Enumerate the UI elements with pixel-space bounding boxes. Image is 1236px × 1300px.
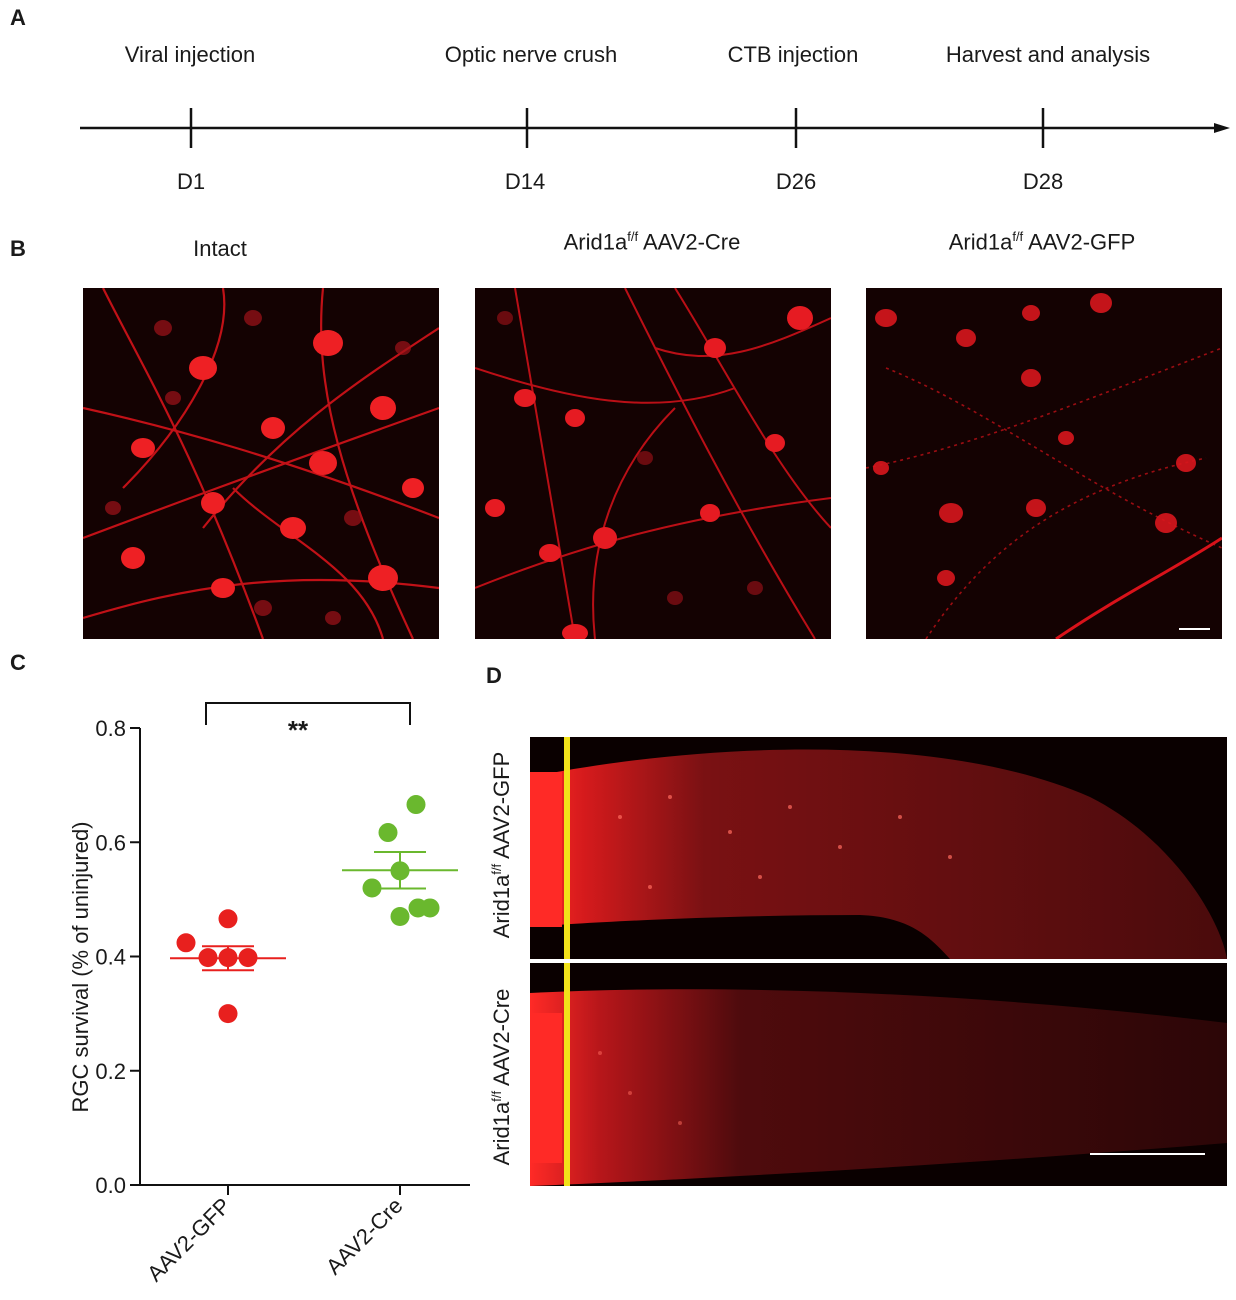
title-gene: Arid1a bbox=[563, 229, 628, 255]
micrograph-intact bbox=[83, 288, 439, 639]
panel-label-c: C bbox=[10, 650, 26, 675]
micrograph-gfp bbox=[866, 288, 1222, 639]
data-point bbox=[176, 933, 196, 953]
timeline-axis bbox=[80, 108, 1230, 148]
optic-nerve-cre bbox=[530, 963, 1227, 1186]
title-genotype: f/f bbox=[1012, 229, 1024, 244]
event-ctb-injection: CTB injection bbox=[727, 42, 859, 67]
y-tick-label: 0.8 bbox=[95, 716, 126, 741]
y-tick-label: 0.0 bbox=[95, 1173, 126, 1198]
image-title-cre: Arid1af/f AAV2-Cre bbox=[564, 229, 741, 255]
image-title-intact: Intact bbox=[193, 236, 247, 261]
title-genotype: f/f bbox=[627, 229, 639, 244]
event-viral-injection: Viral injection bbox=[124, 42, 256, 67]
y-tick-label: 0.6 bbox=[95, 830, 126, 855]
optic-nerve-gfp bbox=[530, 737, 1227, 959]
label-vector: AAV2-Cre bbox=[489, 988, 515, 1091]
label-genotype: f/f bbox=[488, 1090, 504, 1102]
day-d14: D14 bbox=[504, 169, 546, 194]
event-harvest: Harvest and analysis bbox=[945, 42, 1151, 67]
title-vector: AAV2-GFP bbox=[1023, 229, 1136, 255]
y-axis-label: RGC survival (% of uninjured) bbox=[68, 822, 93, 1113]
data-point bbox=[420, 898, 440, 918]
optic-nerve-cre-art bbox=[530, 963, 1227, 1186]
significance-marker: ** bbox=[288, 715, 309, 745]
y-tick-label: 0.2 bbox=[95, 1059, 126, 1084]
panel-label-a: A bbox=[10, 5, 26, 30]
micrograph-intact-art bbox=[83, 288, 439, 639]
event-optic-nerve-crush: Optic nerve crush bbox=[444, 42, 618, 67]
x-tick-label: AAV2-Cre bbox=[321, 1193, 408, 1280]
data-point bbox=[362, 878, 382, 898]
nerve-label-gfp: Arid1af/f AAV2-GFP bbox=[489, 752, 515, 939]
optic-nerve-gfp-art bbox=[530, 737, 1227, 959]
label-gene: Arid1a bbox=[489, 1101, 515, 1166]
day-d26: D26 bbox=[775, 169, 817, 194]
data-point bbox=[378, 823, 398, 843]
panel-label-d: D bbox=[486, 663, 502, 688]
data-point bbox=[218, 909, 238, 929]
y-tick-label: 0.4 bbox=[95, 945, 126, 970]
label-gene: Arid1a bbox=[489, 874, 515, 939]
micrograph-cre-art bbox=[475, 288, 831, 639]
label-genotype: f/f bbox=[488, 863, 504, 875]
panel-label-b: B bbox=[10, 236, 26, 261]
nerve-label-cre: Arid1af/f AAV2-Cre bbox=[489, 989, 515, 1166]
data-point bbox=[218, 1004, 238, 1024]
data-point bbox=[406, 795, 426, 815]
title-vector: AAV2-Cre bbox=[638, 229, 741, 255]
significance-bracket bbox=[205, 702, 411, 725]
data-point bbox=[390, 907, 410, 927]
day-d28: D28 bbox=[1022, 169, 1064, 194]
micrograph-gfp-art bbox=[866, 293, 1222, 639]
day-d1: D1 bbox=[176, 169, 206, 194]
micrograph-cre bbox=[475, 288, 831, 639]
label-vector: AAV2-GFP bbox=[489, 751, 515, 864]
survival-chart: 0.0 0.2 0.4 0.6 0.8 AAV2-GFP AAV2-Cre RGC surv… bbox=[68, 702, 470, 1286]
image-title-gfp: Arid1af/f AAV2-GFP bbox=[949, 229, 1136, 255]
title-gene: Arid1a bbox=[948, 229, 1013, 255]
x-tick-label: AAV2-GFP bbox=[142, 1193, 235, 1286]
